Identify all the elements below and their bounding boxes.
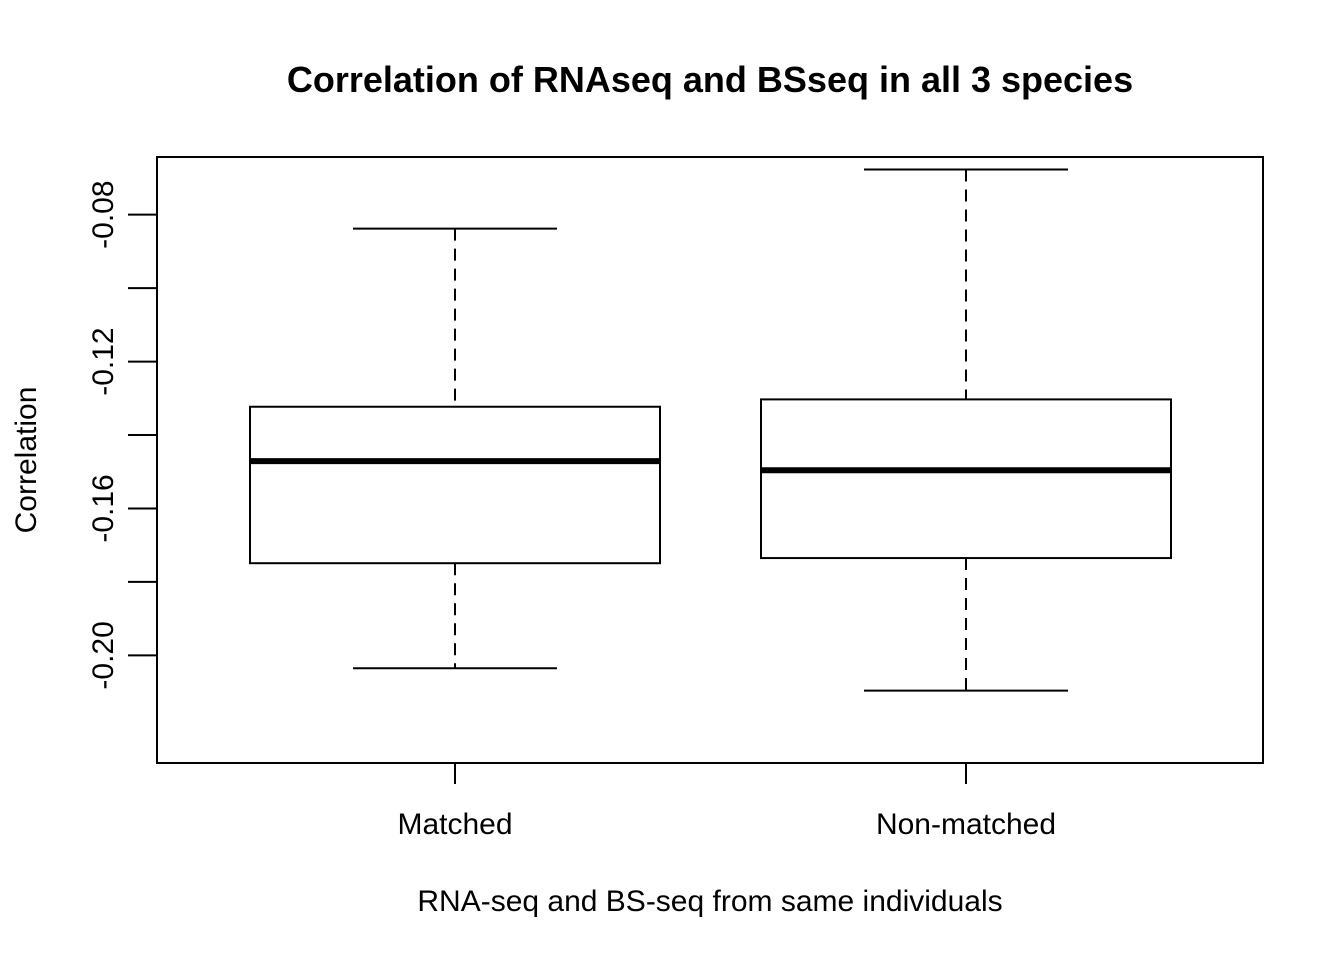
- y-axis: -0.20 -0.16 -0.12 -0.08: [87, 180, 158, 690]
- y-tick-label: -0.12: [87, 327, 120, 395]
- iqr-box: [760, 398, 1172, 560]
- x-tick-label: Matched: [397, 808, 512, 841]
- box-non-matched: [760, 168, 1172, 692]
- x-tick-label: Non-matched: [876, 808, 1056, 841]
- iqr-box: [249, 405, 661, 565]
- y-tick-label: -0.20: [87, 621, 120, 689]
- boxes: [249, 168, 1172, 692]
- chart-title: Correlation of RNAseq and BSseq in all 3…: [287, 59, 1133, 100]
- x-axis: Matched Non-matched: [397, 762, 1056, 841]
- y-tick-label: -0.16: [87, 474, 120, 542]
- y-tick-label: -0.08: [87, 180, 120, 248]
- y-axis-label: Correlation: [10, 387, 43, 534]
- box-matched: [249, 227, 661, 670]
- x-axis-label: RNA-seq and BS-seq from same individuals: [417, 885, 1002, 918]
